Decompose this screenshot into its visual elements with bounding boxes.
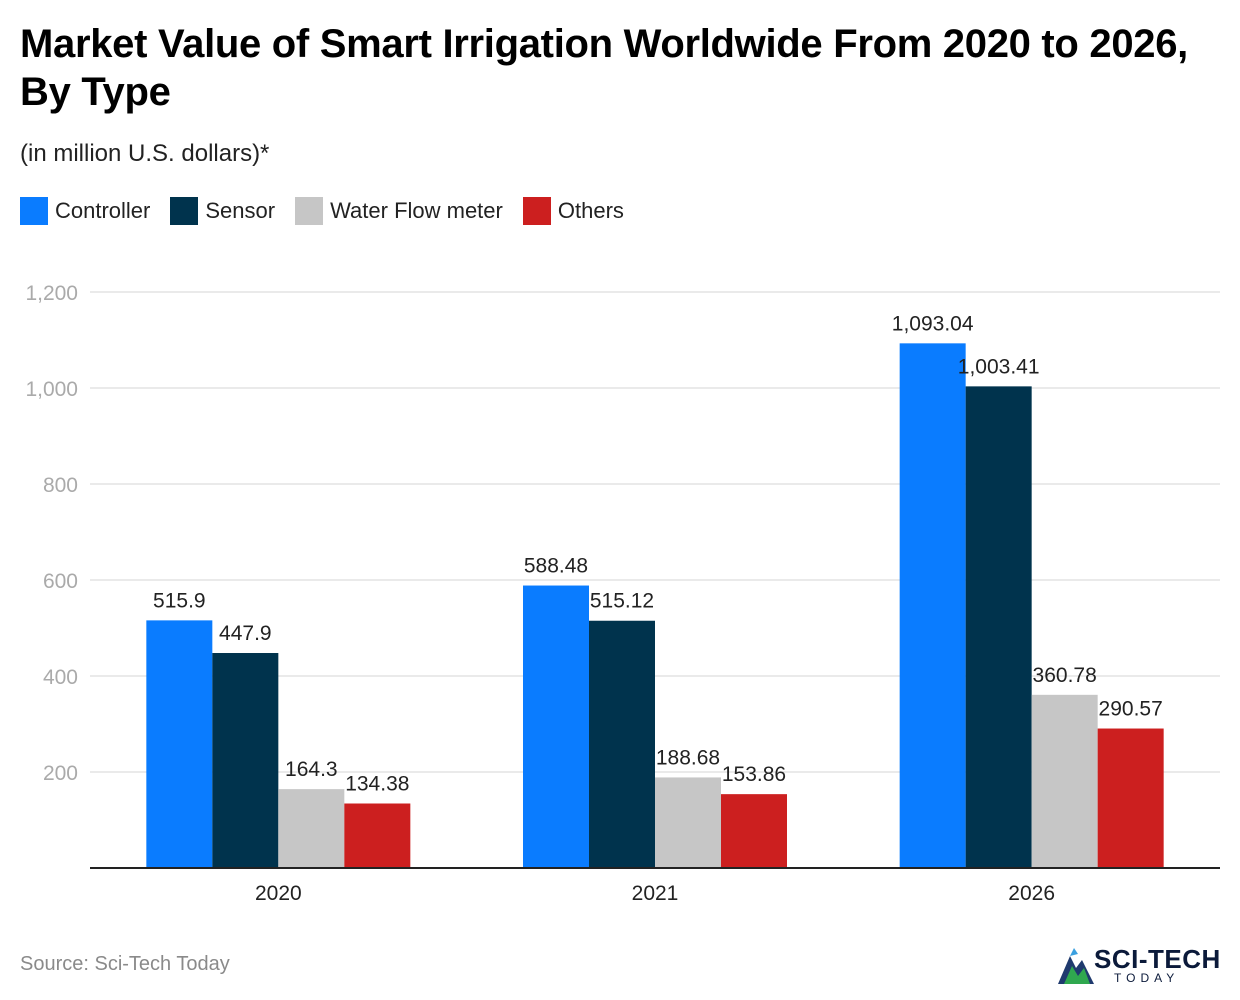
legend-item-sensor: Sensor — [170, 197, 275, 225]
y-tick-label: 800 — [43, 474, 78, 497]
bar — [655, 777, 721, 868]
bar — [212, 653, 279, 868]
bar — [146, 620, 213, 868]
x-tick-label: 2026 — [1008, 882, 1055, 905]
y-tick-label: 600 — [43, 570, 78, 593]
y-tick-label: 1,200 — [25, 282, 78, 305]
bar — [1097, 728, 1164, 868]
legend-label-sensor: Sensor — [205, 198, 276, 223]
x-tick-label: 2020 — [255, 882, 302, 905]
legend-swatch-water-flow-meter — [295, 197, 324, 225]
bar — [965, 386, 1032, 868]
y-tick-label: 1,000 — [25, 378, 78, 401]
legend-label-controller: Controller — [55, 198, 151, 223]
legend-item-water-flow-meter: Water Flow meter — [295, 197, 503, 225]
x-tick-label: 2021 — [632, 882, 679, 905]
legend-item-others: Others — [522, 197, 624, 225]
legend-swatch-sensor — [170, 197, 199, 225]
bar — [278, 789, 345, 868]
legend: Controller Sensor Water Flow meter Other… — [20, 195, 644, 227]
data-label: 515.9 — [153, 589, 206, 612]
chart-subtitle: (in million U.S. dollars)* — [20, 140, 270, 167]
y-tick-label: 400 — [43, 666, 78, 689]
bar — [899, 343, 966, 868]
bar — [523, 585, 589, 868]
legend-swatch-others — [522, 197, 551, 225]
legend-label-water-flow-meter: Water Flow meter — [330, 198, 503, 223]
bar — [589, 620, 655, 868]
chart-title: Market Value of Smart Irrigation Worldwi… — [20, 22, 1188, 114]
data-label: 188.68 — [656, 746, 720, 769]
source-note: Source: Sci-Tech Today — [20, 953, 230, 975]
bar — [721, 794, 787, 868]
data-label: 588.48 — [524, 555, 588, 578]
y-tick-label: 200 — [43, 762, 78, 785]
legend-label-others: Others — [557, 198, 624, 223]
data-label: 290.57 — [1099, 698, 1163, 721]
data-label: 515.12 — [590, 590, 654, 613]
data-label: 1,093.04 — [892, 312, 974, 335]
data-label: 164.3 — [285, 758, 338, 781]
legend-item-controller: Controller — [20, 197, 150, 225]
bar — [344, 803, 411, 868]
sci-tech-today-logo: SCI-TECH TODAY — [1056, 944, 1228, 988]
logo-tagline: TODAY — [1114, 971, 1180, 985]
logo-icon — [1058, 948, 1094, 984]
bar — [1031, 694, 1098, 868]
data-label: 447.9 — [219, 622, 272, 645]
data-label: 153.86 — [722, 763, 786, 786]
data-label: 1,003.41 — [958, 355, 1040, 378]
logo-text: SCI-TECH — [1094, 944, 1221, 974]
legend-swatch-controller — [20, 197, 48, 225]
data-label: 134.38 — [345, 772, 409, 795]
data-label: 360.78 — [1033, 664, 1097, 687]
